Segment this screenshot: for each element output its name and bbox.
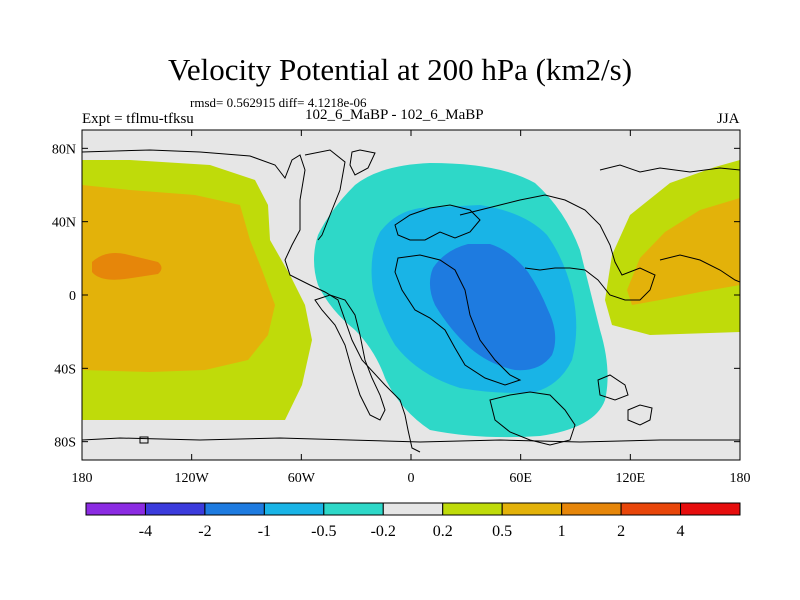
- experiment-label: Expt = tflmu-tfksu: [82, 111, 194, 127]
- stats-label: rmsd= 0.562915 diff= 4.1218e-06: [190, 95, 367, 110]
- colorbar-label: -0.5: [311, 523, 336, 540]
- chart-title: Velocity Potential at 200 hPa (km2/s): [167, 52, 633, 87]
- colorbar-swatch: [144, 502, 206, 516]
- x-tick-label: 120E: [616, 471, 646, 486]
- y-tick-label: 40N: [52, 216, 76, 231]
- colorbar-swatch: [561, 502, 622, 516]
- colorbar-swatch: [323, 502, 384, 516]
- colorbar-label: 4: [677, 523, 685, 540]
- colorbar-label: 2: [617, 523, 625, 540]
- colorbar-label: -0.2: [371, 523, 396, 540]
- colorbar-label: 0.2: [433, 523, 453, 540]
- field-layer: [82, 130, 740, 460]
- colorbar-swatch: [501, 502, 563, 516]
- pacific-west-2: [92, 253, 162, 280]
- x-tick-label: 180: [730, 471, 751, 486]
- x-tick-label: 0: [408, 471, 415, 486]
- colorbar-label: 0.5: [492, 523, 512, 540]
- colorbar-swatch: [204, 502, 265, 516]
- colorbar-label: -1: [258, 523, 271, 540]
- x-tick-label: 60E: [509, 471, 532, 486]
- colorbar-label: 1: [558, 523, 566, 540]
- x-tick-label: 60W: [288, 471, 316, 486]
- colorbar-swatch: [263, 502, 325, 516]
- eh-minus-1: [429, 244, 556, 371]
- x-tick-label: 120W: [175, 471, 210, 486]
- y-tick-label: 80N: [52, 142, 76, 157]
- season-label: JJA: [717, 111, 740, 127]
- colorbar-swatch: [680, 502, 741, 516]
- colorbar-label: -2: [198, 523, 211, 540]
- y-tick-label: 80S: [54, 436, 76, 451]
- coastlines: [82, 149, 740, 453]
- colorbar-swatch: [442, 502, 503, 516]
- y-tick-label: 0: [69, 289, 76, 304]
- case-label: 102_6_MaBP - 102_6_MaBP: [305, 107, 484, 123]
- colorbar-swatch: [382, 502, 444, 516]
- colorbar-swatch: [620, 502, 682, 516]
- colorbar: -4 -2 -1 -0.5 -0.2 0.2 0.5 1 2 4: [85, 502, 741, 540]
- pacific-east-1: [627, 198, 740, 305]
- y-axis: 80N 40N 0 40S 80S: [52, 142, 740, 451]
- x-axis: 180 120W 60W 0 60E 120E 180: [72, 130, 751, 486]
- x-tick-label: 180: [72, 471, 93, 486]
- colorbar-label: -4: [139, 523, 152, 540]
- colorbar-swatch: [85, 502, 146, 516]
- y-tick-label: 40S: [54, 362, 76, 377]
- pacific-west-1: [82, 185, 275, 372]
